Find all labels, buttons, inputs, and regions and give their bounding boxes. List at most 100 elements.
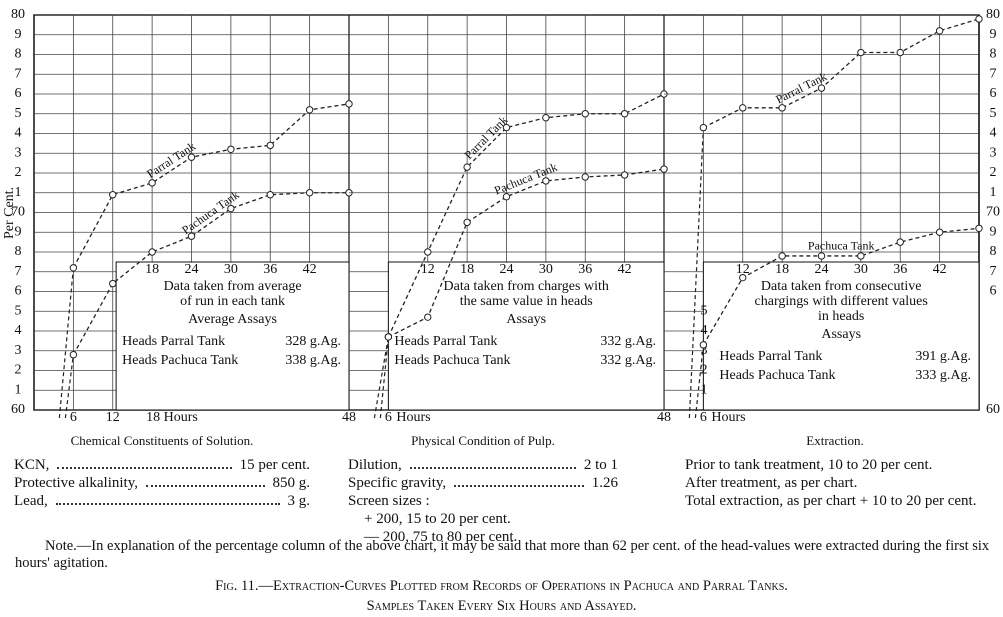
y-tick-label: 6: [15, 284, 22, 299]
box-note: Data taken from consecutive: [761, 279, 922, 294]
assay-label: Heads Pachuca Tank: [719, 368, 835, 383]
x-tick-label: 12: [736, 262, 750, 277]
y-tick-label: 5: [15, 106, 22, 121]
point: [581, 110, 589, 118]
y-tick-label: 2: [701, 363, 708, 378]
point: [305, 189, 314, 197]
box-note: Data taken from charges with: [444, 279, 609, 294]
point: [857, 48, 865, 57]
point: [187, 153, 196, 161]
point: [739, 273, 747, 282]
y2-tick-label: 2: [990, 165, 997, 180]
point: [109, 191, 117, 199]
extraction-2: Total extraction, as per chart + 10 to 2…: [685, 493, 977, 509]
lead-line: [64, 354, 74, 419]
point: [109, 279, 117, 288]
text-box: [115, 261, 350, 411]
row-value: 15 per cent.: [239, 457, 310, 473]
leader: [454, 485, 584, 487]
note: Note.—In explanation of the percentage c…: [15, 538, 990, 571]
y-tick-label: 4: [701, 323, 708, 338]
y-tick-label: 5: [15, 303, 22, 318]
point: [660, 165, 668, 173]
y-label: Per Cent.: [2, 187, 17, 239]
x-tick-label: 18: [460, 262, 474, 277]
point: [424, 248, 432, 256]
x-tick-label: 12: [106, 410, 120, 425]
point: [345, 100, 353, 108]
x-tick-label: 18: [145, 262, 159, 277]
assay-value: 391 g.Ag.: [915, 349, 971, 364]
point: [542, 177, 550, 185]
row: KCN, 15 per cent.: [14, 456, 310, 474]
point: [778, 252, 786, 260]
y-tick-label: 2: [15, 165, 22, 180]
point: [69, 264, 78, 272]
row-value: 850 g.: [272, 475, 311, 491]
point: [975, 15, 983, 23]
panel: 6 12 18 24 30 36 42 48 Hours Data taken from char…: [349, 14, 671, 425]
x-tick-label: 6: [385, 410, 392, 425]
y2-tick-label: 6: [990, 284, 997, 299]
assay-label: Heads Pachuca Tank: [122, 353, 238, 368]
screen-title: Screen sizes :: [348, 493, 430, 509]
y2-tick-label: 6: [990, 86, 997, 101]
row-value: 3 g.: [287, 493, 311, 509]
box-note: of run in each tank: [180, 294, 285, 309]
screen-0: + 200, 15 to 20 per cent.: [364, 511, 511, 527]
row-label: Dilution,: [348, 457, 402, 473]
y-tick-label: 5: [701, 303, 708, 318]
y2-tick-label: 7: [990, 264, 997, 279]
text-box: [387, 261, 665, 411]
assay-value: 338 g.Ag.: [285, 353, 341, 368]
point: [817, 84, 826, 92]
extraction-1: After treatment, as per chart.: [685, 475, 858, 491]
point: [266, 191, 274, 199]
curve: [72, 103, 350, 269]
series-label: Parral Tank: [461, 113, 510, 162]
point: [935, 27, 944, 35]
curve: [702, 227, 980, 346]
y-tick-label: 80: [11, 7, 25, 22]
y-tick-label: 3: [15, 145, 22, 160]
point: [463, 218, 471, 227]
extraction: Extraction. Prior to tank treatment, 10 …: [685, 432, 985, 510]
point: [424, 313, 432, 321]
x-tick-label: 12: [421, 262, 435, 277]
point: [148, 179, 156, 187]
assay-value: 333 g.Ag.: [915, 368, 971, 383]
x-tick-label: 24: [185, 262, 199, 277]
leader: [409, 467, 576, 469]
assay-value: 332 g.Ag.: [600, 353, 656, 368]
row-label: KCN,: [14, 457, 50, 473]
y-tick-label: 1: [15, 382, 22, 397]
assay-value: 328 g.Ag.: [285, 334, 341, 349]
y2-tick-label: 1: [990, 185, 997, 200]
y-tick-label: 4: [15, 323, 22, 338]
lead-line: [694, 344, 704, 419]
x-tick-label: 24: [500, 262, 514, 277]
point: [542, 114, 550, 122]
y-tick-label: 3: [701, 343, 708, 358]
point: [739, 104, 747, 112]
extraction-0: Prior to tank treatment, 10 to 20 per ce…: [685, 457, 933, 473]
y-tick-label: 60: [11, 402, 25, 417]
curve: [388, 168, 665, 338]
point: [305, 106, 314, 114]
point: [817, 252, 826, 260]
point: [502, 123, 511, 132]
solution-title: Chemical Constituents of Solution.: [70, 433, 254, 448]
x-tick-label: 30: [224, 262, 238, 277]
y2-tick-label: 3: [990, 145, 997, 160]
curve: [703, 18, 980, 129]
point: [581, 173, 589, 181]
solution: Chemical Constituents of Solution. KCN, 1…: [14, 432, 310, 510]
box-note: chargings with different values: [755, 294, 928, 309]
x-tick-label: 48: [657, 410, 671, 425]
leader: [146, 485, 265, 487]
box-note: in heads: [818, 309, 864, 324]
